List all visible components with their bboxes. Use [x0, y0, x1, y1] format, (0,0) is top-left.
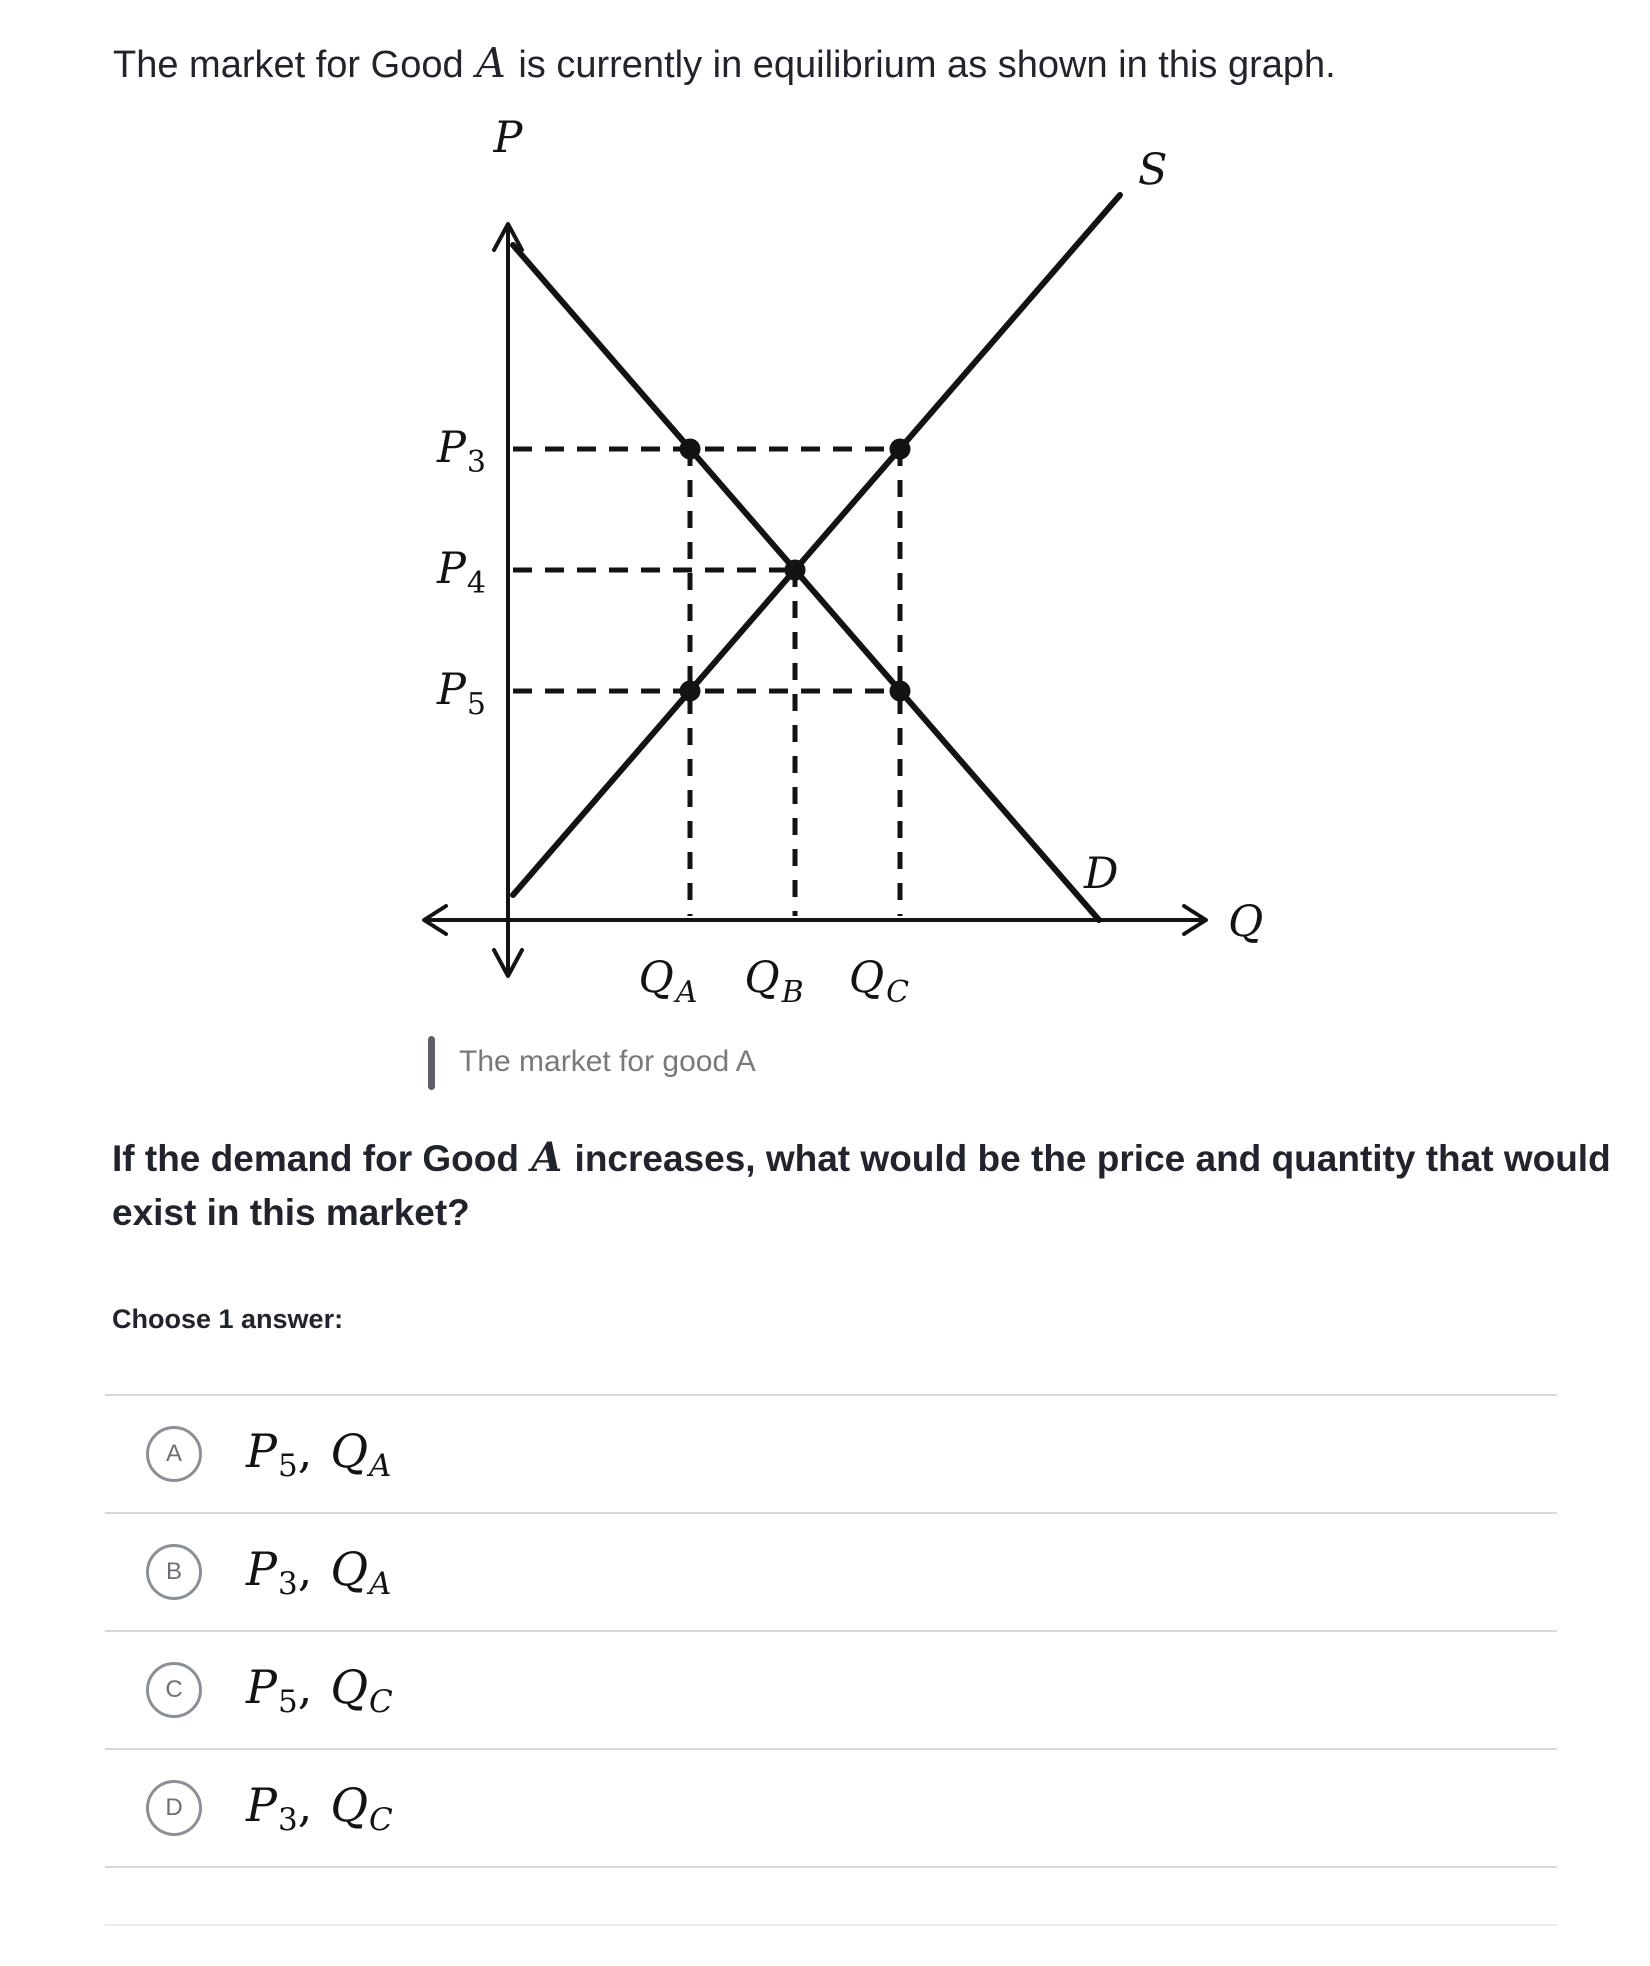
p-axis-label: P	[493, 113, 524, 163]
option-row-b[interactable]: B P3, QA	[105, 1512, 1557, 1630]
option-row-d[interactable]: D P3, QC	[105, 1748, 1557, 1866]
quantity-axis-left-arrow-icon	[422, 904, 448, 936]
option-c-letter: C	[165, 1676, 183, 1703]
supply-curve	[510, 192, 1123, 898]
options-faint-divider	[105, 1924, 1557, 1966]
option-row-a[interactable]: A P5, QA	[105, 1394, 1557, 1512]
question-context-title: The market for Good A is currently in eq…	[113, 38, 1623, 90]
title-prefix: The market for Good	[113, 44, 475, 86]
caption-text: The market for good A	[459, 1045, 756, 1078]
qc-tick-label: QC	[849, 953, 909, 1010]
price-axis-down-arrow-icon	[492, 948, 524, 978]
option-b-letter: B	[165, 1558, 182, 1585]
option-d-radio[interactable]: D	[146, 1780, 202, 1836]
option-row-c[interactable]: C P5, QC	[105, 1630, 1557, 1748]
quantity-axis-right-arrow-icon	[1182, 904, 1208, 936]
point-qc-p5	[889, 680, 911, 702]
question-math-var: A	[531, 1134, 563, 1181]
figure-caption: The market for good A	[428, 1036, 756, 1090]
choose-answer-label: Choose 1 answer:	[112, 1304, 344, 1334]
answer-options-list: A P5, QA B P3, QA C P5, QC D P3, QC	[105, 1394, 1557, 1966]
supply-curve-label: S	[1138, 145, 1167, 195]
equilibrium-point	[784, 559, 806, 581]
option-b-label: P3, QA	[246, 1542, 392, 1602]
title-suffix: is currently in equilibrium as shown in …	[507, 44, 1336, 86]
option-b-radio[interactable]: B	[146, 1544, 202, 1600]
demand-curve-label: D	[1083, 849, 1118, 899]
question-text: If the demand for Good A increases, what…	[112, 1130, 1617, 1239]
caption-bar	[428, 1036, 435, 1090]
option-a-radio[interactable]: A	[146, 1426, 202, 1482]
option-c-label: P5, QC	[246, 1660, 393, 1720]
point-qa-p5	[679, 680, 701, 702]
option-d-letter: D	[165, 1794, 183, 1821]
title-math-var: A	[476, 39, 506, 87]
point-qc-p3	[889, 438, 911, 460]
p5-tick-label: P5	[436, 665, 486, 722]
question-prefix: If the demand for Good	[112, 1138, 530, 1179]
option-a-letter: A	[165, 1440, 182, 1467]
question-suffix: increases, what would be the price and q…	[112, 1138, 1611, 1233]
p3-tick-label: P3	[436, 423, 486, 480]
options-bottom-divider	[105, 1866, 1557, 1924]
price-axis-up-arrow-icon	[492, 222, 524, 252]
qa-tick-label: QA	[639, 953, 698, 1010]
p4-tick-label: P4	[436, 544, 486, 601]
demand-curve	[510, 242, 1102, 923]
supply-demand-graph: P Q S D P3 P4 P5 QA QB QC	[330, 100, 1280, 1020]
option-a-label: P5, QA	[246, 1424, 392, 1484]
option-c-radio[interactable]: C	[146, 1662, 202, 1718]
q-axis-label: Q	[1228, 897, 1263, 947]
qb-tick-label: QB	[744, 953, 803, 1010]
option-d-label: P3, QC	[246, 1778, 393, 1838]
point-qa-p3	[679, 438, 701, 460]
graph-canvas: P Q S D P3 P4 P5 QA QB QC	[422, 113, 1263, 1010]
